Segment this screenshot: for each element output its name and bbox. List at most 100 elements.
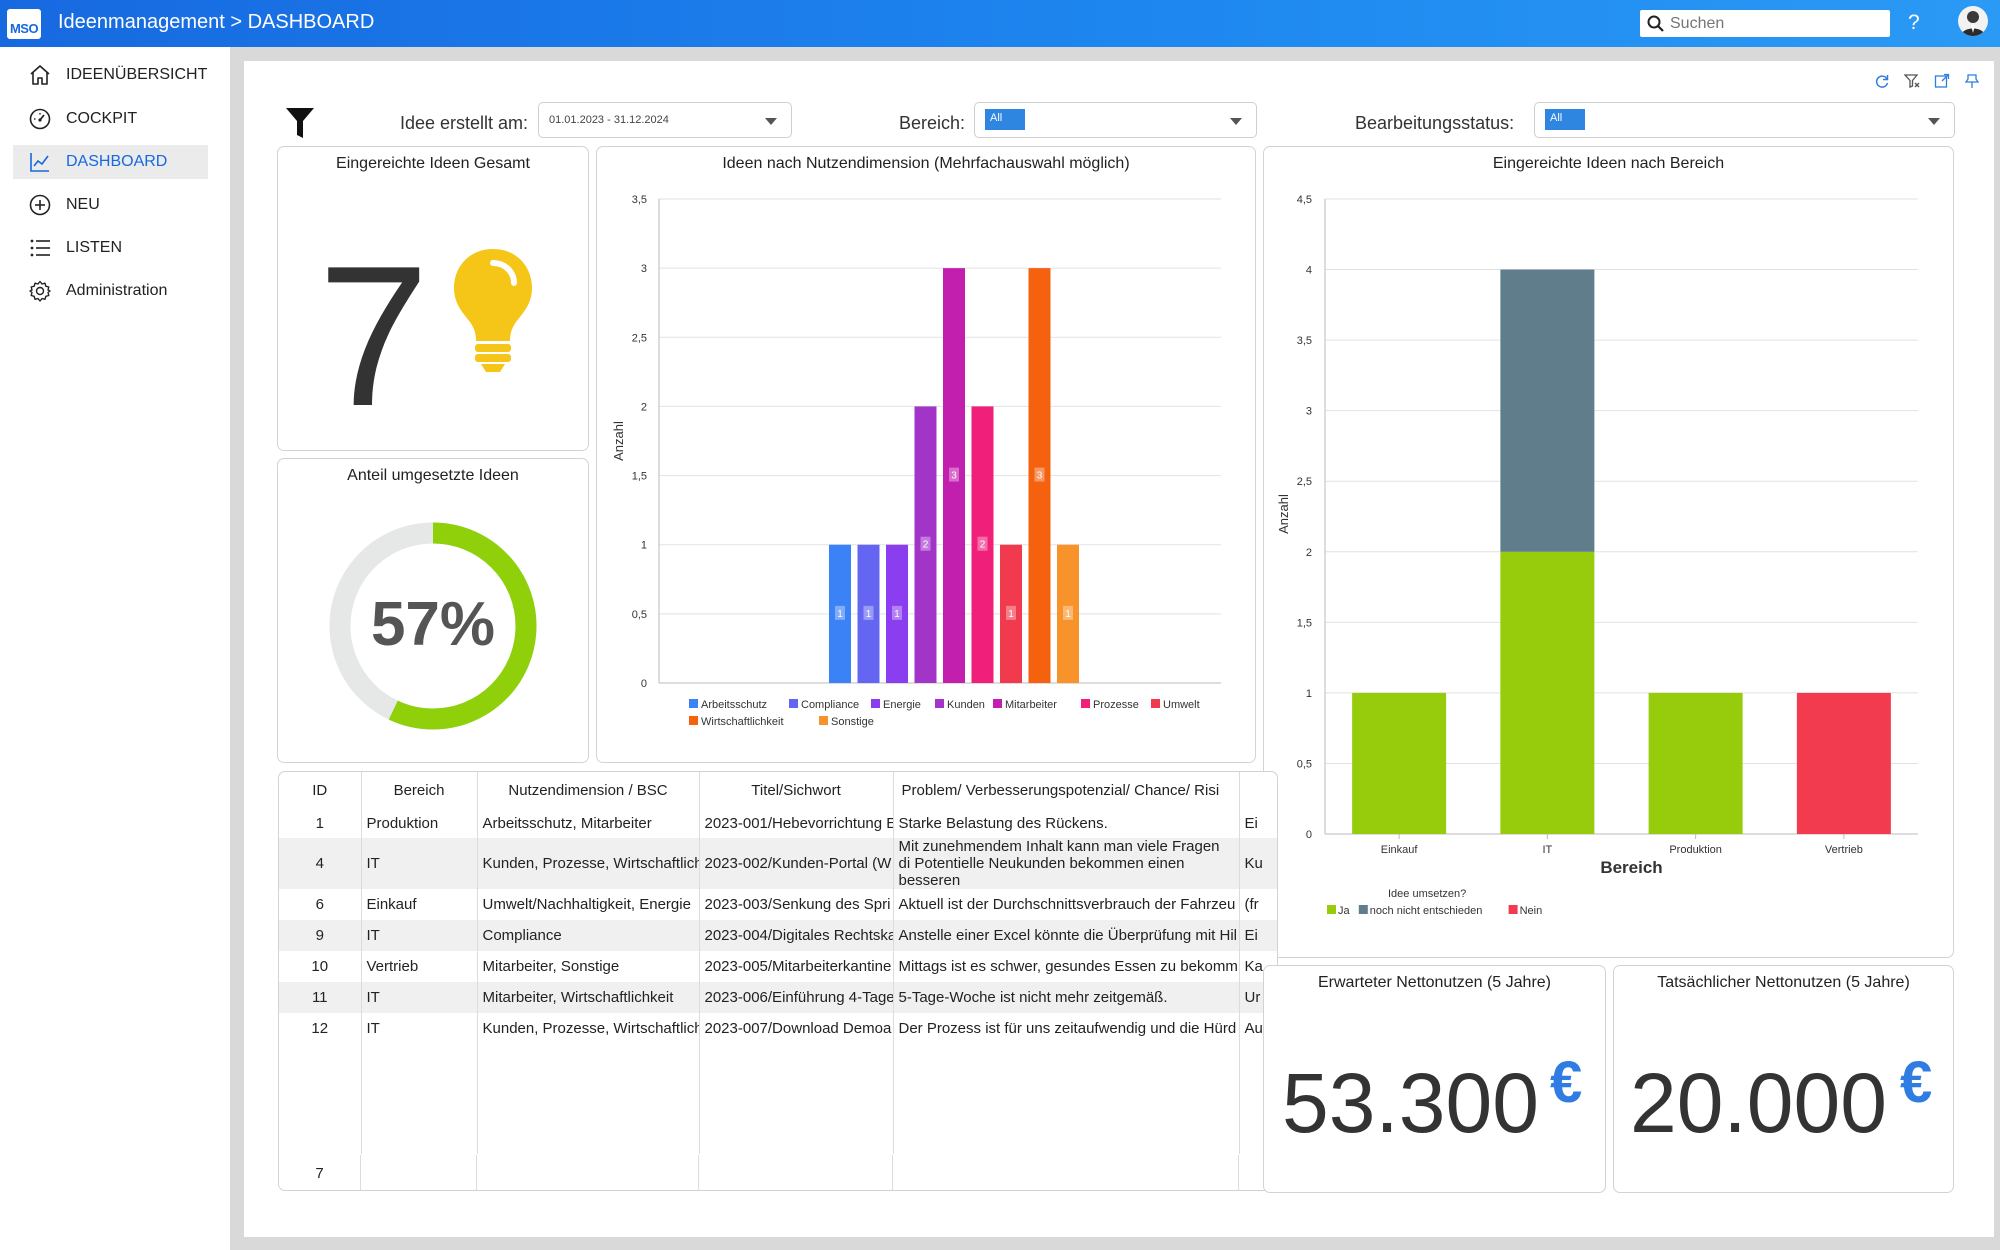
column-header-extra[interactable] xyxy=(1239,772,1277,808)
table-row[interactable]: 4 IT Kunden, Prozesse, Wirtschaftlich 20… xyxy=(279,838,1277,889)
legend-swatch xyxy=(1508,905,1518,914)
area-filter-select[interactable]: All xyxy=(974,102,1257,138)
data-label-bg xyxy=(1034,467,1045,482)
cell-problem: Aktuell ist der Durchschnittsverbrauch d… xyxy=(893,889,1240,920)
cell-nutzen: Compliance xyxy=(477,920,700,951)
chevron-down-icon xyxy=(765,118,777,125)
cell-problem: 5-Tage-Woche ist nicht mehr zeitgemäß. xyxy=(893,982,1240,1013)
x-axis-label: Bereich xyxy=(1600,858,1662,877)
table-footer-row: 7 xyxy=(279,1155,1277,1190)
cell-titel: 2023-004/Digitales Rechtska xyxy=(699,920,894,951)
status-filter-select[interactable]: All xyxy=(1534,102,1955,138)
implemented-share-donut xyxy=(329,522,537,730)
cell-titel: 2023-002/Kunden-Portal (W xyxy=(699,838,894,889)
chevron-down-icon xyxy=(1928,118,1940,125)
cell-extra: Ei xyxy=(1239,808,1277,838)
legend-label: Wirtschaftlichkeit xyxy=(701,716,784,728)
avatar[interactable] xyxy=(1958,6,1988,36)
legend-title: Idee umsetzen? xyxy=(1388,888,1466,900)
y-tick-label: 1 xyxy=(641,540,647,552)
cell-problem: Der Prozess ist für uns zeitaufwendig un… xyxy=(893,1013,1240,1044)
table-row[interactable]: 11 IT Mitarbeiter, Wirtschaftlichkeit 20… xyxy=(279,982,1277,1013)
gauge-icon xyxy=(26,105,54,133)
bar-energie xyxy=(886,544,908,683)
data-label-bg xyxy=(949,467,959,482)
cell-nutzen: Umwelt/Nachhaltigkeit, Energie xyxy=(477,889,700,920)
data-label-bg xyxy=(863,605,874,620)
column-header-id[interactable]: ID xyxy=(279,772,362,808)
bar-produktion-ja xyxy=(1648,692,1743,834)
data-label-bg xyxy=(977,536,988,551)
total-ideas-panel: Eingereichte Ideen Gesamt 7 xyxy=(277,146,589,451)
bar-umwelt xyxy=(1000,544,1022,683)
column-header-bereich[interactable]: Bereich xyxy=(361,772,478,808)
filter-icon[interactable] xyxy=(285,106,315,145)
x-tick-label: IT xyxy=(1542,844,1552,856)
cell-bereich: IT xyxy=(361,1013,478,1044)
chevron-down-icon xyxy=(1230,118,1242,125)
data-label: 1 xyxy=(1065,609,1071,620)
cell-problem: Mit zunehmendem Inhalt kann man viele Fr… xyxy=(893,838,1240,889)
cell-extra: Ei xyxy=(1239,920,1277,951)
column-header-problem[interactable]: Problem/ Verbesserungspotenzial/ Chance/… xyxy=(893,772,1240,808)
cell-bereich: IT xyxy=(361,838,478,889)
sidebar-item-cockpit[interactable]: COCKPIT xyxy=(13,102,208,136)
cell-bereich: Vertrieb xyxy=(361,951,478,982)
date-filter-select[interactable]: 01.01.2023 - 31.12.2024 xyxy=(538,102,792,138)
actual-benefit-value: 20.000 xyxy=(1630,1056,1887,1150)
table-row[interactable]: 12 IT Kunden, Prozesse, Wirtschaftlich 2… xyxy=(279,1013,1277,1044)
sidebar-item-administration[interactable]: Administration xyxy=(13,274,208,308)
implemented-share-value: 57% xyxy=(370,590,496,659)
cell-bereich: Einkauf xyxy=(361,889,478,920)
y-axis-label: Anzahl xyxy=(1276,494,1291,534)
data-label-bg xyxy=(1006,605,1016,620)
sidebar-item-ideenuebersicht[interactable]: IDEENÜBERSICHT xyxy=(13,58,208,92)
column-header-nutzendimension[interactable]: Nutzendimension / BSC xyxy=(477,772,700,808)
cell-nutzen: Mitarbeiter, Sonstige xyxy=(477,951,700,982)
footer-count: 7 xyxy=(279,1155,361,1190)
sidebar-item-listen[interactable]: LISTEN xyxy=(13,231,208,265)
area-filter-chip[interactable]: All xyxy=(985,109,1025,130)
refresh-icon[interactable] xyxy=(1874,73,1890,89)
legend-label: Compliance xyxy=(801,699,859,711)
legend-label: Mitarbeiter xyxy=(1005,699,1057,711)
data-label-bg xyxy=(920,536,931,551)
search-input[interactable] xyxy=(1670,13,1880,34)
help-button[interactable]: ? xyxy=(1908,11,1920,34)
status-filter-chip[interactable]: All xyxy=(1545,109,1585,130)
data-label-bg xyxy=(892,605,902,620)
search-box[interactable] xyxy=(1640,10,1890,37)
table-row[interactable]: 9 IT Compliance 2023-004/Digitales Recht… xyxy=(279,920,1277,951)
chart-bereich: 0 0,5 1 1,5 2 2,5 3 3,5 4 4,5 Anzahl Einkauf IT Produ… xyxy=(1276,194,1918,917)
table-row[interactable]: 10 Vertrieb Mitarbeiter, Sonstige 2023-0… xyxy=(279,951,1277,982)
table-header-row: ID Bereich Nutzendimension / BSC Titel/S… xyxy=(279,772,1277,808)
cell-nutzen: Mitarbeiter, Wirtschaftlichkeit xyxy=(477,982,700,1013)
line-chart-icon xyxy=(26,148,54,176)
y-tick-label: 0 xyxy=(641,678,647,690)
y-tick-label: 2 xyxy=(1306,547,1312,559)
app-logo[interactable]: MSO xyxy=(7,9,41,39)
legend-label: Nein xyxy=(1520,905,1543,917)
x-tick-label: Vertrieb xyxy=(1825,844,1863,856)
y-tick-label: 4 xyxy=(1306,265,1312,277)
cell-bereich: Produktion xyxy=(361,808,478,838)
y-axis-label: Anzahl xyxy=(611,421,626,461)
cell-id: 1 xyxy=(279,808,362,838)
y-tick-label: 2 xyxy=(641,401,647,413)
data-label-bg xyxy=(835,605,845,620)
total-ideas-value: 7 xyxy=(318,225,430,448)
data-label-bg xyxy=(1063,605,1073,620)
y-tick-label: 3,5 xyxy=(1297,335,1312,347)
column-header-titel[interactable]: Titel/Sichwort xyxy=(699,772,894,808)
pin-icon[interactable] xyxy=(1964,73,1980,89)
sidebar-item-dashboard[interactable]: DASHBOARD xyxy=(13,145,208,179)
table-row[interactable]: 1 Produktion Arbeitsschutz, Mitarbeiter … xyxy=(279,808,1277,838)
clear-filter-icon[interactable] xyxy=(1903,73,1920,89)
expand-icon[interactable] xyxy=(1934,73,1950,89)
date-filter-value: 01.01.2023 - 31.12.2024 xyxy=(549,114,669,126)
data-label: 3 xyxy=(951,471,957,482)
cell-problem: Mittags ist es schwer, gesundes Essen zu… xyxy=(893,951,1240,982)
table-row[interactable]: 6 Einkauf Umwelt/Nachhaltigkeit, Energie… xyxy=(279,889,1277,920)
sidebar-item-neu[interactable]: NEU xyxy=(13,188,208,222)
y-tick-label: 2,5 xyxy=(1297,476,1312,488)
